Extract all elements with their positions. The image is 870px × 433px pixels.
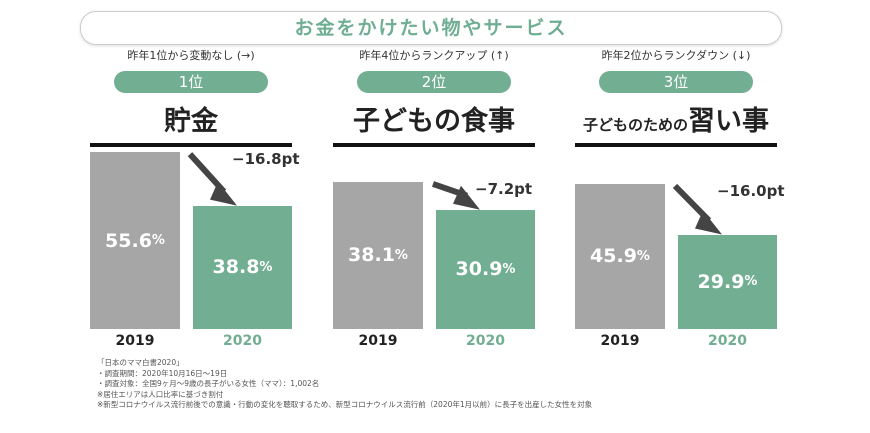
value-label: 30.9 (455, 258, 503, 281)
plot-area: 38.1% 2019 30.9% 2020 −7.2pt (333, 147, 535, 349)
unit: % (259, 259, 273, 275)
bar-2019: 55.6% (90, 152, 180, 329)
year-label: 2019 (115, 333, 155, 349)
source-notes: 「日本のママ白書2020」 ・調査期間：2020年10月16日〜19日 ・調査対… (97, 358, 592, 411)
rank-panel-3: 昨年2位からランクダウン (↓) 3位 子どものための習い事 45.9% 2019… (575, 48, 785, 433)
rank-badge: 2位 (357, 71, 511, 93)
value-label: 29.9 (697, 270, 745, 293)
note-line: ・調査対象：全国9ヶ月〜9歳の長子がいる女性（ママ）：1,002名 (97, 379, 320, 388)
unit: % (151, 233, 165, 249)
value-label: 45.9 (590, 245, 637, 268)
rank-change-note: 昨年2位からランクダウン (↓) (601, 49, 751, 62)
rank-panel-1: 昨年1位から変動なし (→) 1位 貯金 55.6% 2019 38.8% 2020 −… (90, 48, 300, 433)
year-label: 2020 (708, 333, 747, 349)
rank-badge: 3位 (599, 71, 753, 93)
item-name: 貯金 (164, 106, 218, 137)
year-label: 2019 (600, 333, 640, 349)
delta-label: −16.0pt (717, 181, 785, 200)
bar-2020: 29.9% (678, 234, 777, 329)
unit: % (502, 261, 516, 277)
decrease-arrow-icon (672, 183, 722, 235)
bar-2020: 38.8% (193, 205, 292, 329)
divider (333, 143, 535, 147)
bar-2019: 38.1% (333, 181, 423, 329)
note-line: 「日本のママ白書2020」 (97, 358, 184, 367)
rank-badge: 1位 (114, 71, 268, 93)
chart-title: お金をかけたい物やサービス (80, 11, 782, 45)
rank-change-note: 昨年1位から変動なし (→) (127, 49, 255, 62)
unit: % (394, 247, 408, 263)
item-name: 子どもの食事 (353, 106, 515, 137)
item-prefix: 子どものための (582, 116, 688, 134)
unit: % (636, 248, 650, 264)
rank-panel-2: 昨年4位からランクアップ (↑) 2位 子どもの食事 38.1% 2019 30.9… (333, 48, 535, 433)
decrease-arrow-icon (187, 152, 237, 206)
year-label: 2019 (358, 333, 398, 349)
plot-area: 55.6% 2019 38.8% 2020 −16.8pt (90, 147, 300, 349)
decrease-arrow-icon (432, 181, 480, 210)
value-label: 55.6 (105, 229, 152, 252)
delta-label: −7.2pt (475, 179, 533, 198)
bar-2019: 45.9% (575, 183, 665, 329)
divider (575, 143, 777, 147)
note-line: ・調査期間：2020年10月16日〜19日 (97, 368, 228, 378)
note-line: ※居住エリアは人口比率に基づき割付 (97, 389, 224, 399)
bar-2020: 30.9% (436, 209, 535, 329)
value-label: 38.8 (212, 256, 260, 279)
item-name: 子どものための習い事 (582, 106, 769, 137)
value-label: 38.1 (348, 244, 395, 267)
rank-change-note: 昨年4位からランクアップ (↑) (359, 49, 509, 62)
unit: % (744, 274, 758, 290)
delta-label: −16.8pt (232, 150, 300, 169)
divider (90, 143, 292, 147)
year-label: 2020 (466, 333, 505, 349)
note-line: ※新型コロナウイルス流行前後での意識・行動の変化を聴取するため、新型コロナウイル… (97, 400, 593, 409)
year-label: 2020 (223, 333, 262, 349)
plot-area: 45.9% 2019 29.9% 2020 −16.0pt (575, 147, 785, 349)
